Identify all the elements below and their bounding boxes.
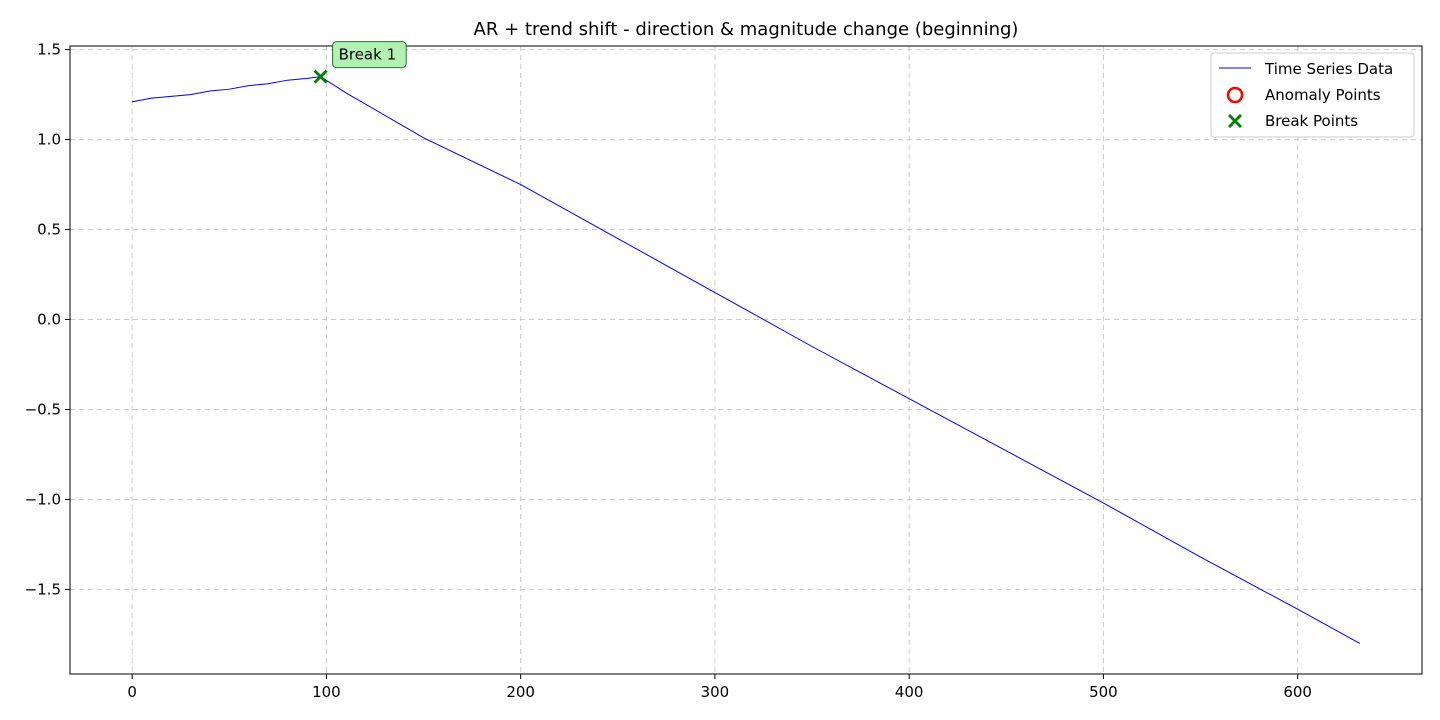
legend-entry: Time Series Data [1219,60,1393,78]
x-tick-label: 400 [895,683,924,701]
y-tick-label: 1.0 [37,131,61,149]
annotation-label: Break 1 [339,46,397,64]
x-tick-label: 300 [701,683,730,701]
legend-label: Break Points [1265,112,1358,130]
plot-area [132,69,1361,644]
axes: 0 100 200 300 400 500 600 1.5 1.0 0.5 0.0 −0.5 −1.0 −… [25,41,1312,701]
break-annotation: Break 1 [332,41,407,69]
break-point-marker [313,69,328,84]
x-tick-label: 500 [1089,683,1118,701]
annotations: Break 1 [332,41,407,69]
y-tick-label: −1.5 [25,580,61,598]
x-tick-label: 600 [1283,683,1312,701]
legend-entry: Break Points [1228,112,1358,130]
series-line-time-series-data [132,76,1361,644]
y-tick-label: −0.5 [25,400,61,418]
y-tick-label: −1.0 [25,490,61,508]
grid [70,46,1422,674]
legend-circle-swatch [1226,86,1244,104]
annotation-box [332,41,407,69]
x-tick-label: 0 [127,683,137,701]
y-tick-label: 0.5 [37,221,61,239]
x-tick-label: 200 [506,683,535,701]
legend-label: Anomaly Points [1265,86,1381,104]
axes-frame [69,45,1423,675]
x-tick-label: 100 [312,683,341,701]
legend-box [1210,52,1415,138]
chart-title: AR + trend shift - direction & magnitude… [474,19,1019,40]
y-tick-label: 0.0 [37,311,61,329]
legend-entry: Anomaly Points [1226,86,1381,104]
legend-label: Time Series Data [1264,60,1393,78]
legend: Time Series Data Anomaly Points Break Poin… [1210,52,1415,138]
y-tick-label: 1.5 [37,41,61,59]
legend-x-swatch [1228,114,1242,128]
